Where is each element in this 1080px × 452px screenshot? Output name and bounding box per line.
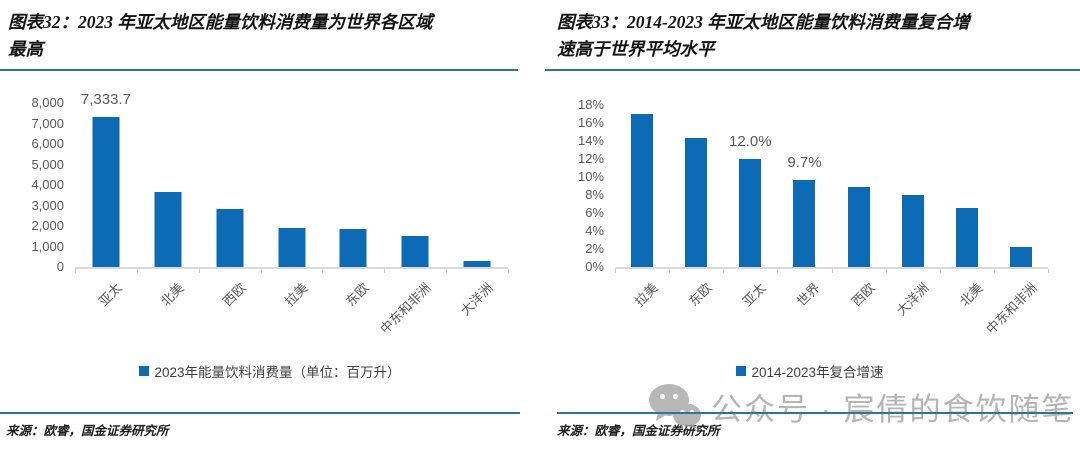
x-axis-tick bbox=[885, 269, 887, 273]
legend: 2023年能量饮料消费量（单位：百万升） bbox=[0, 361, 540, 381]
bar-value-label: 7,333.7 bbox=[80, 90, 131, 108]
legend-swatch-icon bbox=[139, 366, 150, 376]
legend-swatch-icon bbox=[736, 366, 747, 376]
x-axis-tick bbox=[615, 269, 616, 273]
y-axis-tick-label: 1,000 bbox=[31, 238, 64, 254]
x-axis-tick bbox=[831, 269, 833, 273]
y-axis-tick-label: 12% bbox=[577, 151, 604, 166]
bar bbox=[793, 179, 816, 267]
x-axis-tick bbox=[1048, 269, 1049, 273]
bar bbox=[685, 138, 708, 267]
bar bbox=[631, 114, 654, 267]
figure-32-title: 图表32：2023 年亚太地区能量饮料消费量为世界各区域 最高 bbox=[8, 9, 514, 63]
y-axis-tick-label: 2,000 bbox=[31, 218, 64, 233]
y-axis-tick-label: 10% bbox=[577, 169, 604, 184]
wechat-icon bbox=[649, 384, 701, 429]
y-axis-tick-label: 6,000 bbox=[31, 136, 64, 151]
bar bbox=[1009, 247, 1032, 267]
bar-chart-consumption: 8,000 7,000 6,000 5,000 4,000 3,000 2,000 1,000… bbox=[0, 0, 540, 360]
y-axis-tick-label: 0 bbox=[56, 259, 64, 274]
x-axis-tick bbox=[508, 269, 509, 273]
y-axis-tick-label: 2% bbox=[585, 241, 604, 256]
figure-32-title-line2: 最高 bbox=[8, 39, 43, 59]
figure-32-title-line1: 图表32：2023 年亚太地区能量饮料消费量为世界各区域 bbox=[8, 12, 433, 32]
y-axis-tick-label: 5,000 bbox=[31, 156, 64, 172]
title-divider-rule bbox=[0, 69, 518, 71]
x-axis-tick bbox=[198, 269, 200, 273]
bar bbox=[401, 236, 429, 267]
x-axis-tick bbox=[777, 269, 779, 273]
x-axis-tick bbox=[384, 269, 386, 273]
bar bbox=[154, 192, 182, 267]
source-text: 来源：欧睿，国金证券研究所 bbox=[557, 424, 720, 438]
x-axis-tick bbox=[75, 269, 76, 273]
figure-33-title-line1: 图表33：2014-2023 年亚太地区能量饮料消费量复合增 bbox=[557, 12, 970, 32]
figure-33-title: 图表33：2014-2023 年亚太地区能量饮料消费量复合增 速高于世界平均水平 bbox=[557, 9, 1074, 63]
x-axis-tick bbox=[939, 269, 941, 273]
y-axis-labels: 8,000 7,000 6,000 5,000 4,000 3,000 2,000 1,000… bbox=[0, 96, 64, 274]
plot-area: 7,333.7 bbox=[75, 91, 509, 273]
y-axis-tick-label: 3,000 bbox=[31, 197, 64, 213]
plot-area: 12.0% 9.7% bbox=[615, 105, 1049, 273]
watermark-text: 公众号 · 宸倩的食饮随笔 bbox=[711, 391, 1075, 427]
figure-33-panel: 图表33：2014-2023 年亚太地区能量饮料消费量复合增 速高于世界平均水平… bbox=[540, 0, 1080, 452]
bar bbox=[339, 228, 367, 267]
y-axis-tick-label: 18% bbox=[577, 97, 604, 112]
y-axis-labels: 18% 16% 14% 12% 10% 8% 6% 4% 2% 0% bbox=[540, 98, 604, 274]
y-axis-tick-label: 0% bbox=[585, 259, 604, 274]
figure-32-panel: 图表32：2023 年亚太地区能量饮料消费量为世界各区域 最高 8,000 7,0… bbox=[0, 0, 540, 438]
source-divider-rule bbox=[0, 412, 520, 414]
bar bbox=[463, 261, 491, 267]
y-axis-tick-label: 8,000 bbox=[31, 95, 64, 110]
bar bbox=[216, 208, 244, 267]
x-axis-tick bbox=[446, 269, 448, 273]
x-axis-tick bbox=[260, 269, 262, 273]
x-axis-tick bbox=[993, 269, 995, 273]
bar-chart-cagr: 18% 16% 14% 12% 10% 8% 6% 4% 2% 0% 12.0% 9.7% 拉美 东欧… bbox=[540, 0, 1080, 360]
title-divider-rule bbox=[545, 69, 1080, 71]
x-axis-tick bbox=[723, 269, 725, 273]
y-axis-tick-label: 16% bbox=[577, 115, 604, 130]
legend-label: 2023年能量饮料消费量（单位：百万升） bbox=[154, 365, 401, 380]
bar bbox=[901, 195, 924, 267]
bar bbox=[847, 186, 870, 267]
y-axis-tick-label: 4% bbox=[585, 223, 604, 238]
y-axis-tick-label: 7,000 bbox=[31, 115, 64, 131]
x-axis-tick bbox=[669, 269, 671, 273]
figure-33-title-line2: 速高于世界平均水平 bbox=[557, 39, 715, 59]
source-text: 来源：欧睿，国金证券研究所 bbox=[6, 424, 169, 438]
bar bbox=[739, 159, 762, 267]
legend: 2014-2023年复合增速 bbox=[540, 361, 1080, 381]
legend-label: 2014-2023年复合增速 bbox=[751, 365, 884, 380]
source-divider-rule bbox=[557, 412, 1073, 414]
y-axis-tick-label: 6% bbox=[585, 205, 604, 220]
bar bbox=[92, 116, 120, 267]
y-axis-tick-label: 14% bbox=[577, 133, 604, 148]
y-axis-tick-label: 4,000 bbox=[31, 177, 64, 192]
x-axis-labels: 拉美 东欧 亚太 世界 西欧 大洋洲 北美 中东和非洲 bbox=[615, 274, 1048, 354]
bar-value-label: 12.0% bbox=[729, 133, 772, 151]
y-axis-tick-label: 8% bbox=[585, 187, 604, 202]
bar bbox=[278, 228, 305, 267]
bar-value-label: 9.7% bbox=[787, 153, 822, 171]
watermark: 公众号 · 宸倩的食饮随笔 bbox=[648, 383, 1075, 429]
x-axis-labels: 亚太 北美 西欧 拉美 东欧 中东和非洲 大洋洲 bbox=[75, 274, 508, 354]
x-axis-tick bbox=[136, 269, 138, 273]
x-axis-tick bbox=[322, 269, 324, 273]
bar bbox=[955, 207, 978, 267]
